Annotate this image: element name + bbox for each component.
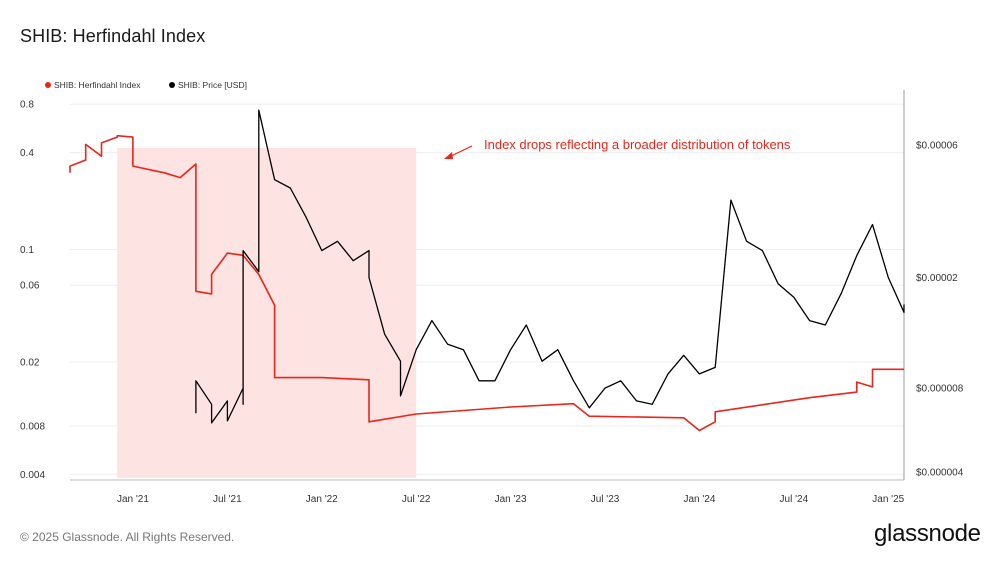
x-tick-label: Jul '23 — [591, 494, 620, 505]
y-left-tick-label: 0.008 — [20, 421, 45, 432]
annotation-text: Index drops reflecting a broader distrib… — [484, 137, 791, 152]
y-left-tick-label: 0.1 — [20, 245, 34, 256]
x-tick-label: Jan '23 — [495, 494, 527, 505]
x-tick-label: Jul '21 — [213, 494, 242, 505]
x-tick-label: Jan '21 — [117, 494, 149, 505]
x-tick-label: Jul '24 — [780, 494, 809, 505]
annotation-arrow-head — [444, 152, 453, 159]
x-tick-label: Jan '25 — [872, 494, 904, 505]
page-title: SHIB: Herfindahl Index — [20, 26, 206, 46]
annotation-arrow-line — [448, 145, 473, 158]
copyright-text: © 2025 Glassnode. All Rights Reserved. — [20, 530, 235, 544]
grid-lines — [70, 103, 904, 475]
highlight-region — [117, 148, 417, 478]
y-left-tick-label: 0.004 — [20, 470, 45, 481]
y-left-tick-label: 0.02 — [20, 357, 40, 368]
highlight-region-layer — [117, 148, 417, 478]
y-right-tick-label: $0.000008 — [916, 384, 964, 395]
series-layer — [69, 109, 905, 432]
legend: SHIB: Herfindahl Index SHIB: Price [USD] — [45, 80, 247, 90]
herfindahl-index-line — [69, 134, 904, 432]
y-right-tick-label: $0.000004 — [916, 467, 964, 478]
annotation-layer: Index drops reflecting a broader distrib… — [444, 137, 791, 159]
y-left-tick-label: 0.4 — [20, 148, 34, 159]
y-left-tick-label: 0.8 — [20, 100, 34, 111]
x-tick-label: Jan '24 — [683, 494, 715, 505]
legend-label: SHIB: Herfindahl Index — [54, 80, 141, 90]
y-right-tick-label: $0.00006 — [916, 140, 958, 151]
brand-logo: glassnode — [874, 520, 981, 547]
legend-label: SHIB: Price [USD] — [178, 80, 247, 90]
price-line — [195, 109, 905, 424]
chart-svg: 0.8 0.4 0.1 0.06 0.02 0.008 0.004 $0.00006 $0.00… — [20, 80, 964, 505]
legend-swatch — [45, 82, 51, 88]
x-tick-label: Jul '22 — [402, 494, 431, 505]
y-right-tick-label: $0.00002 — [916, 273, 958, 284]
legend-swatch — [169, 82, 175, 88]
x-tick-label: Jan '22 — [306, 494, 338, 505]
axes-layer: 0.8 0.4 0.1 0.06 0.02 0.008 0.004 $0.00006 $0.00… — [20, 90, 964, 505]
y-left-tick-label: 0.06 — [20, 281, 40, 292]
